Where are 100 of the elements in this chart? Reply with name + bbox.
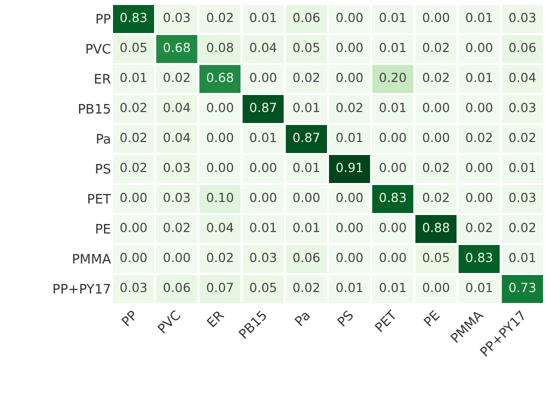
data-label: 0.00 <box>465 190 494 206</box>
data-label: 0.02 <box>508 130 536 146</box>
data-label: 0.00 <box>249 160 278 176</box>
y-tick-label: PVC <box>85 42 111 58</box>
data-label: 0.08 <box>206 40 234 56</box>
data-label: 0.02 <box>162 220 191 236</box>
data-label: 0.02 <box>120 130 148 146</box>
data-label: 0.01 <box>378 100 407 116</box>
data-label: 0.00 <box>249 190 278 206</box>
data-label: 0.00 <box>378 160 407 176</box>
data-label: 0.00 <box>249 70 278 86</box>
data-label: 0.83 <box>378 190 407 206</box>
data-label: 0.01 <box>465 70 494 86</box>
data-label: 0.00 <box>206 130 234 146</box>
y-tick-label: PMMA <box>72 252 112 268</box>
data-label: 0.10 <box>206 190 234 206</box>
data-label: 0.73 <box>508 280 536 296</box>
data-label: 0.06 <box>292 10 320 26</box>
data-label: 0.02 <box>120 160 148 176</box>
data-label: 0.01 <box>508 250 536 266</box>
data-label: 0.03 <box>162 160 191 176</box>
y-tick-label: PB15 <box>78 102 111 118</box>
data-label: 0.05 <box>249 280 278 296</box>
data-label: 0.03 <box>120 280 148 296</box>
data-label: 0.00 <box>336 250 364 266</box>
data-label: 0.01 <box>465 280 494 296</box>
data-label: 0.00 <box>336 40 364 56</box>
data-label: 0.05 <box>422 250 450 266</box>
data-label: 0.00 <box>422 10 450 26</box>
data-label: 0.01 <box>292 100 320 116</box>
data-label: 0.04 <box>508 70 536 86</box>
data-label: 0.01 <box>292 160 320 176</box>
data-label: 0.20 <box>378 70 407 86</box>
data-label: 0.02 <box>508 220 536 236</box>
data-label: 0.03 <box>508 190 536 206</box>
data-label: 0.02 <box>292 280 320 296</box>
data-label: 0.02 <box>422 40 450 56</box>
data-label: 0.02 <box>162 70 191 86</box>
data-label: 0.83 <box>120 10 148 26</box>
data-label: 0.07 <box>206 280 234 296</box>
data-label: 0.01 <box>378 280 407 296</box>
data-label: 0.91 <box>336 160 364 176</box>
data-label: 0.00 <box>378 130 407 146</box>
data-label: 0.68 <box>162 40 191 56</box>
data-label: 0.00 <box>422 280 450 296</box>
data-label: 0.05 <box>292 40 320 56</box>
data-label: 0.06 <box>508 40 536 56</box>
data-label: 0.06 <box>162 280 191 296</box>
data-label: 0.04 <box>249 40 278 56</box>
x-tick-label: PP <box>119 308 142 330</box>
data-label: 0.00 <box>465 100 494 116</box>
data-label: 0.01 <box>336 130 364 146</box>
data-label: 0.03 <box>249 250 278 266</box>
x-tick-label: Pa <box>292 308 314 330</box>
data-label: 0.00 <box>206 160 234 176</box>
y-tick-label: ER <box>94 72 111 88</box>
data-label: 0.04 <box>206 220 234 236</box>
data-label: 0.04 <box>162 100 191 116</box>
data-label: 0.68 <box>206 70 234 86</box>
data-label: 0.00 <box>378 220 407 236</box>
data-label: 0.83 <box>465 250 494 266</box>
data-label: 0.00 <box>120 220 148 236</box>
data-label: 0.01 <box>249 10 278 26</box>
data-label: 0.00 <box>120 250 148 266</box>
data-label: 0.05 <box>120 40 148 56</box>
data-label: 0.03 <box>508 10 536 26</box>
y-tick-label: PP+PY17 <box>52 282 111 298</box>
x-tick-label: ER <box>204 308 228 332</box>
data-label: 0.02 <box>422 160 450 176</box>
data-label: 0.04 <box>162 130 191 146</box>
x-tick-label: PS <box>335 308 358 330</box>
data-label: 0.01 <box>249 220 278 236</box>
data-label: 0.00 <box>465 40 494 56</box>
data-label: 0.87 <box>292 130 320 146</box>
y-tick-label: PP <box>95 12 112 28</box>
y-tick-label: Pa <box>96 132 111 148</box>
data-label: 0.02 <box>292 70 320 86</box>
data-label: 0.00 <box>336 70 364 86</box>
data-label: 0.01 <box>465 10 494 26</box>
data-label: 0.88 <box>422 220 450 236</box>
x-tick-label: PE <box>421 308 444 330</box>
data-label: 0.02 <box>336 100 364 116</box>
y-tick-label: PE <box>94 222 111 238</box>
data-label: 0.00 <box>120 190 148 206</box>
data-label: 0.87 <box>249 100 278 116</box>
data-label: 0.03 <box>508 100 536 116</box>
data-label: 0.03 <box>162 190 191 206</box>
data-label: 0.00 <box>422 100 450 116</box>
data-label: 0.00 <box>336 10 364 26</box>
data-label: 0.02 <box>422 70 450 86</box>
data-label: 0.02 <box>206 250 234 266</box>
data-label: 0.01 <box>508 160 536 176</box>
data-label: 0.01 <box>336 280 364 296</box>
data-label: 0.00 <box>292 190 320 206</box>
data-label: 0.03 <box>162 10 191 26</box>
data-label: 0.02 <box>465 220 494 236</box>
y-tick-label: PET <box>87 192 112 208</box>
data-label: 0.00 <box>422 130 450 146</box>
data-label: 0.00 <box>206 100 234 116</box>
data-label: 0.00 <box>378 250 407 266</box>
